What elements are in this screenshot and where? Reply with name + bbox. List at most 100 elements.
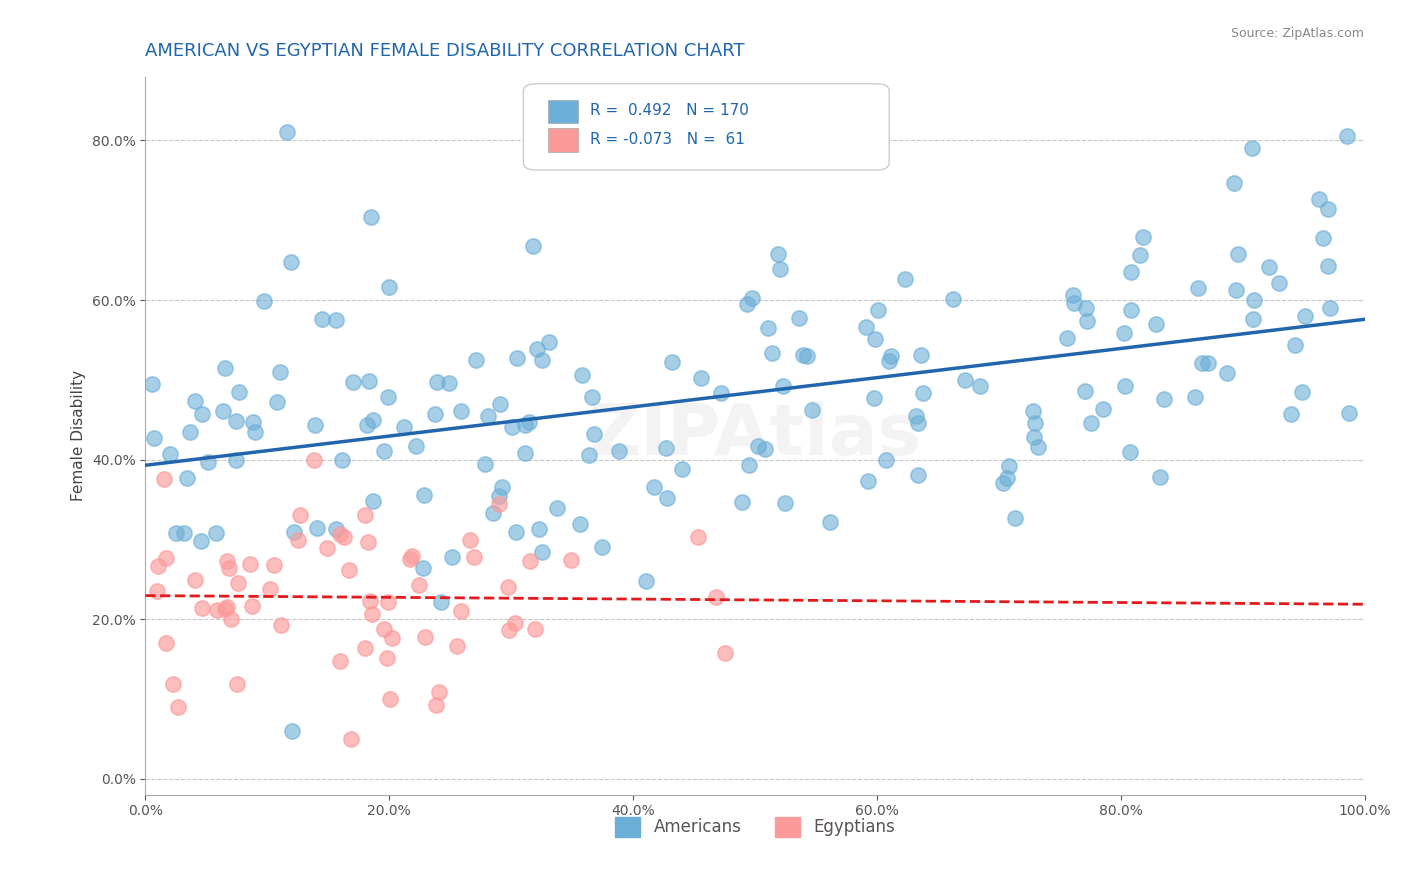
- Americans: [307, 521, 329, 535]
- Americans: [569, 516, 592, 531]
- Americans: [1337, 406, 1360, 420]
- Americans: [330, 453, 353, 467]
- Americans: [266, 394, 288, 409]
- Egyptians: [240, 599, 263, 613]
- Americans: [1191, 356, 1213, 370]
- Americans: [995, 471, 1018, 485]
- Americans: [1294, 310, 1316, 324]
- Americans: [1319, 301, 1341, 315]
- Americans: [1132, 229, 1154, 244]
- Americans: [526, 342, 548, 356]
- Americans: [1080, 416, 1102, 430]
- Americans: [1227, 246, 1250, 260]
- Egyptians: [458, 533, 481, 548]
- Americans: [1149, 470, 1171, 484]
- Americans: [1074, 301, 1097, 315]
- Y-axis label: Female Disability: Female Disability: [72, 370, 86, 501]
- Egyptians: [205, 603, 228, 617]
- Americans: [245, 425, 267, 439]
- Americans: [477, 409, 499, 424]
- Americans: [801, 403, 824, 417]
- Americans: [159, 447, 181, 461]
- Egyptians: [329, 654, 352, 668]
- Americans: [378, 279, 401, 293]
- Americans: [394, 419, 416, 434]
- Americans: [530, 352, 553, 367]
- Egyptians: [524, 622, 547, 636]
- Americans: [276, 125, 298, 139]
- Egyptians: [219, 612, 242, 626]
- Americans: [1216, 367, 1239, 381]
- Americans: [488, 490, 510, 504]
- Americans: [1243, 293, 1265, 307]
- Americans: [1153, 392, 1175, 407]
- Americans: [184, 394, 207, 409]
- Americans: [1222, 176, 1244, 190]
- Americans: [747, 439, 769, 453]
- Egyptians: [463, 549, 485, 564]
- Americans: [225, 452, 247, 467]
- Americans: [280, 723, 302, 738]
- Americans: [796, 349, 818, 363]
- Americans: [911, 386, 934, 401]
- Americans: [439, 376, 461, 390]
- Americans: [501, 420, 523, 434]
- Americans: [875, 453, 897, 467]
- Americans: [228, 385, 250, 400]
- Americans: [426, 375, 449, 389]
- Americans: [506, 351, 529, 365]
- Americans: [969, 379, 991, 393]
- Text: R =  0.492   N = 170: R = 0.492 N = 170: [591, 103, 749, 118]
- Americans: [856, 474, 879, 488]
- Americans: [546, 501, 568, 516]
- Americans: [165, 525, 187, 540]
- Egyptians: [183, 573, 205, 587]
- Americans: [1144, 317, 1167, 331]
- Americans: [1241, 312, 1264, 326]
- Americans: [179, 425, 201, 439]
- Americans: [581, 391, 603, 405]
- Egyptians: [354, 508, 377, 522]
- Americans: [325, 313, 347, 327]
- Americans: [756, 321, 779, 335]
- Egyptians: [704, 590, 727, 604]
- Americans: [1279, 408, 1302, 422]
- Americans: [1024, 430, 1046, 444]
- Egyptians: [446, 640, 468, 654]
- Americans: [242, 415, 264, 429]
- Americans: [1197, 356, 1219, 370]
- Americans: [773, 496, 796, 510]
- Egyptians: [239, 558, 262, 572]
- Egyptians: [214, 601, 236, 615]
- Americans: [1129, 248, 1152, 262]
- Americans: [907, 417, 929, 431]
- Egyptians: [498, 623, 520, 637]
- Americans: [423, 407, 446, 421]
- Americans: [907, 468, 929, 483]
- Egyptians: [688, 531, 710, 545]
- Americans: [413, 488, 436, 502]
- Americans: [197, 455, 219, 469]
- Americans: [894, 272, 917, 286]
- Egyptians: [337, 563, 360, 577]
- Americans: [634, 574, 657, 588]
- Americans: [325, 522, 347, 536]
- Americans: [1268, 276, 1291, 290]
- Legend: Americans, Egyptians: Americans, Egyptians: [609, 810, 901, 844]
- Text: ZIPAtlas: ZIPAtlas: [589, 401, 921, 470]
- Americans: [582, 427, 605, 442]
- Egyptians: [377, 595, 399, 609]
- Americans: [1076, 314, 1098, 328]
- Egyptians: [488, 497, 510, 511]
- Americans: [1184, 390, 1206, 404]
- Egyptians: [329, 527, 352, 541]
- Americans: [655, 441, 678, 455]
- Americans: [481, 506, 503, 520]
- Americans: [942, 292, 965, 306]
- Americans: [1024, 417, 1046, 431]
- Egyptians: [218, 561, 240, 575]
- Americans: [792, 348, 814, 362]
- Americans: [1284, 337, 1306, 351]
- Americans: [505, 524, 527, 539]
- Americans: [342, 376, 364, 390]
